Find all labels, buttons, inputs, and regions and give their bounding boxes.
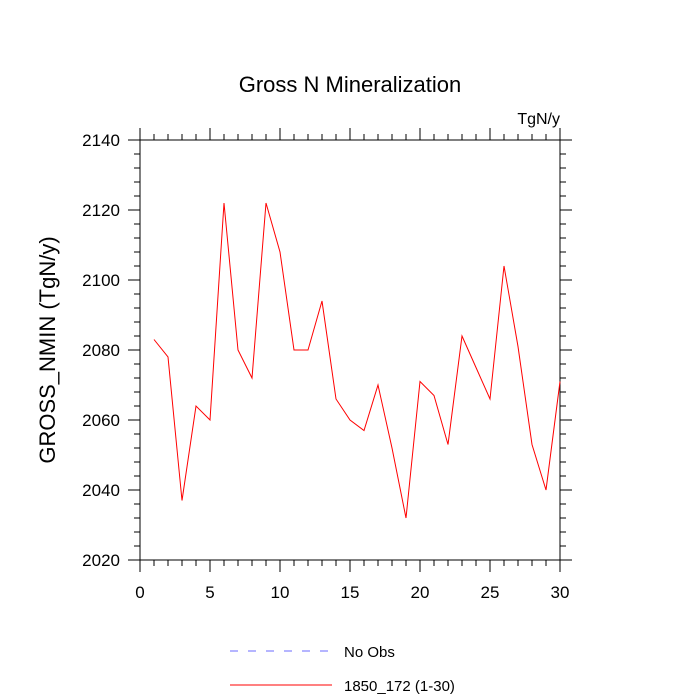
axis-ticks [128,128,572,572]
y-tick-label: 2140 [82,131,120,150]
x-tick-label: 5 [205,583,214,602]
series-line [153,202,561,519]
y-tick-label: 2020 [82,551,120,570]
x-tick-label: 10 [271,583,290,602]
x-tick-label: 15 [341,583,360,602]
y-tick-label: 2060 [82,411,120,430]
y-tick-label: 2120 [82,201,120,220]
series-lines [153,202,561,519]
x-tick-label: 0 [135,583,144,602]
x-tick-label: 30 [551,583,570,602]
y-tick-label: 2100 [82,271,120,290]
chart-title: Gross N Mineralization [239,72,462,97]
y-tick-label: 2040 [82,481,120,500]
legend: No Obs 1850_172 (1-30) [230,644,455,695]
x-tick-label: 25 [481,583,500,602]
y-axis-label: GROSS_NMIN (TgN/y) [35,236,60,463]
legend-label: 1850_172 (1-30) [344,678,455,695]
plot-frame [139,139,561,561]
x-tick-labels: 0 5 10 15 20 25 30 [135,583,569,602]
x-tick-label: 20 [411,583,430,602]
legend-label: No Obs [344,644,395,661]
y-tick-labels: 2020 2040 2060 2080 2100 2120 2140 [82,131,120,570]
units-label: TgN/y [517,111,560,128]
y-tick-label: 2080 [82,341,120,360]
